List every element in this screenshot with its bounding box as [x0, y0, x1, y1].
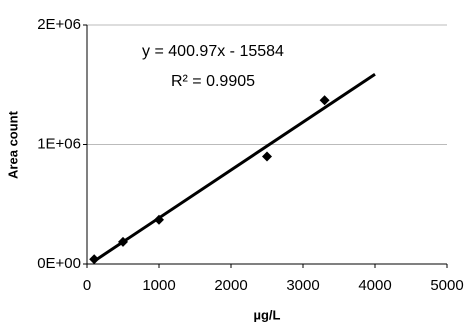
y-tick-label: 2E+06: [37, 16, 81, 33]
x-tick-label: 2000: [214, 277, 247, 294]
data-point: [262, 151, 272, 162]
r-squared: R² = 0.9905: [171, 73, 255, 90]
x-tick-label: 0: [83, 277, 91, 294]
data-point: [319, 95, 330, 106]
trendline: [93, 72, 376, 263]
x-tick-label: 1000: [142, 277, 175, 294]
data-point: [89, 254, 100, 265]
y-tick-label: 0E+00: [37, 255, 81, 272]
y-axis-label: Area count: [5, 110, 20, 179]
y-tick-label: 1E+06: [37, 135, 81, 152]
x-axis-label: µg/L: [254, 307, 281, 322]
data-point: [118, 236, 128, 247]
x-tick-label: 4000: [358, 277, 391, 294]
data-point: [154, 214, 164, 225]
x-tick-label: 5000: [430, 277, 463, 294]
x-tick-label: 3000: [286, 277, 319, 294]
trendline-equation: y = 400.97x - 15584: [142, 43, 284, 60]
